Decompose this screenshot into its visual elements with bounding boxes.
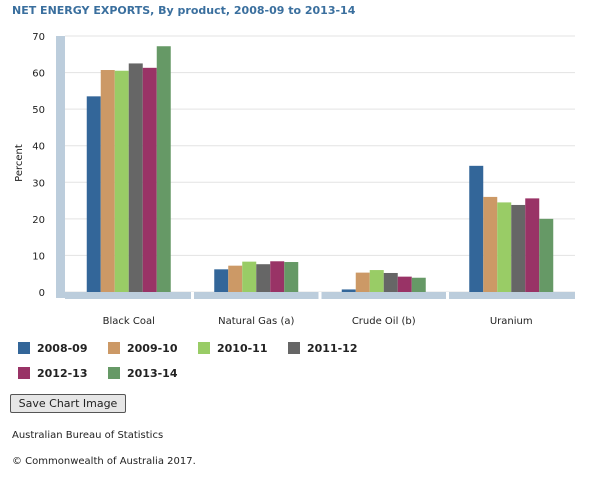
- y-tick-label: 50: [32, 105, 45, 116]
- y-tick-label: 40: [32, 142, 45, 153]
- x-tick-label: Crude Oil (b): [352, 316, 416, 327]
- y-tick-label: 70: [32, 32, 45, 43]
- bar-2013-14-natural-gas-a-: [284, 262, 299, 292]
- bar-2012-13-crude-oil-b-: [397, 276, 412, 292]
- legend-item: 2010-11: [198, 340, 268, 356]
- bar-2008-09-crude-oil-b-: [341, 289, 356, 292]
- legend-swatch: [18, 367, 30, 379]
- bar-2013-14-uranium: [539, 218, 554, 292]
- y-tick-label: 20: [32, 215, 45, 226]
- legend-label: 2009-10: [127, 341, 178, 355]
- legend-label: 2013-14: [127, 366, 178, 380]
- y-tick-label: 30: [32, 178, 45, 189]
- y-axis-label: Percent: [14, 144, 25, 182]
- copyright-text: © Commonwealth of Australia 2017.: [12, 456, 196, 467]
- bar-2010-11-black-coal: [114, 70, 129, 292]
- legend-swatch: [108, 342, 120, 354]
- legend-label: 2008-09: [37, 341, 88, 355]
- bar-2009-10-uranium: [483, 196, 498, 292]
- legend-swatch: [108, 367, 120, 379]
- legend-item: 2009-10: [108, 340, 178, 356]
- bar-2011-12-natural-gas-a-: [256, 264, 271, 292]
- legend-swatch: [288, 342, 300, 354]
- y-axis-bar: [56, 36, 65, 298]
- bar-2009-10-natural-gas-a-: [228, 265, 243, 292]
- legend-item: 2011-12: [288, 340, 358, 356]
- bar-2010-11-crude-oil-b-: [369, 270, 384, 292]
- bar-2012-13-natural-gas-a-: [270, 261, 285, 292]
- y-tick-label: 60: [32, 69, 45, 80]
- bar-2013-14-black-coal: [156, 46, 171, 292]
- legend-item: 2012-13: [18, 365, 88, 381]
- legend-label: 2010-11: [217, 341, 268, 355]
- bar-2013-14-crude-oil-b-: [411, 277, 426, 292]
- bar-2009-10-crude-oil-b-: [355, 272, 370, 292]
- source-text: Australian Bureau of Statistics: [12, 430, 164, 441]
- x-tick-label: Uranium: [490, 316, 533, 327]
- bar-2012-13-black-coal: [142, 67, 157, 293]
- bar-2010-11-natural-gas-a-: [242, 261, 257, 292]
- legend-label: 2012-13: [37, 366, 88, 380]
- bar-2011-12-black-coal: [128, 63, 143, 292]
- bar-2010-11-uranium: [497, 202, 512, 292]
- bar-2008-09-natural-gas-a-: [214, 269, 229, 292]
- bar-2011-12-uranium: [511, 204, 526, 292]
- y-tick-label: 10: [32, 251, 45, 262]
- legend-label: 2011-12: [307, 341, 358, 355]
- x-tick-label: Black Coal: [103, 316, 155, 327]
- save-chart-image-button[interactable]: Save Chart Image: [10, 394, 126, 413]
- chart-title: NET ENERGY EXPORTS, By product, 2008-09 …: [12, 4, 356, 17]
- legend-swatch: [198, 342, 210, 354]
- y-tick-label: 0: [39, 288, 45, 299]
- bar-2008-09-black-coal: [86, 96, 101, 292]
- bar-2009-10-black-coal: [100, 70, 115, 292]
- legend-item: 2008-09: [18, 340, 88, 356]
- bar-2012-13-uranium: [525, 198, 540, 292]
- legend-item: 2013-14: [108, 365, 178, 381]
- bar-2011-12-crude-oil-b-: [383, 272, 398, 292]
- x-tick-label: Natural Gas (a): [218, 316, 294, 327]
- bar-chart: 0 10 20 30 40 50 60 70 Black Coal Natural Gas (a…: [14, 32, 575, 327]
- bar-2008-09-uranium: [469, 165, 484, 292]
- legend-swatch: [18, 342, 30, 354]
